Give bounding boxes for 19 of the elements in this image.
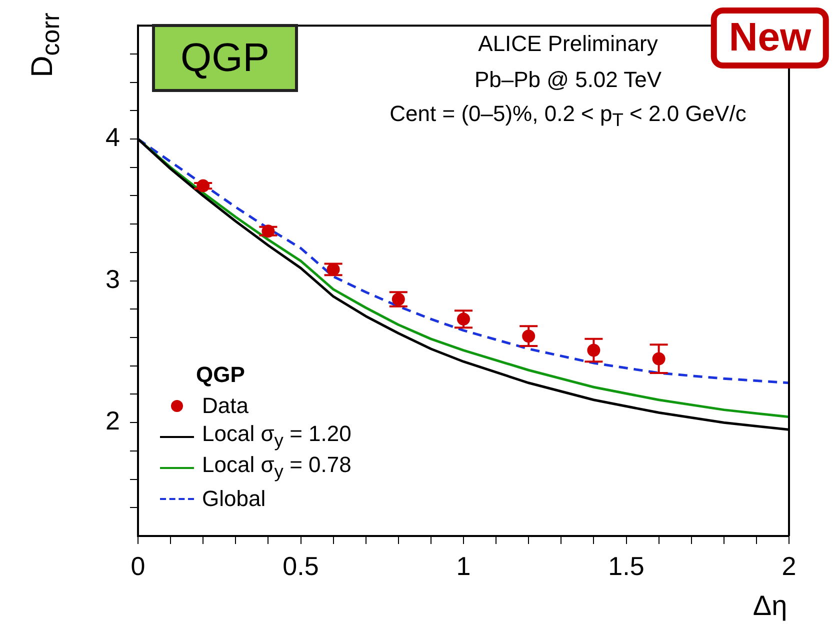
x-tick-label: 0 [130, 550, 146, 581]
y-tick-label: 4 [106, 122, 120, 152]
x-tick-label: 2 [782, 550, 796, 581]
annotation: ALICE Preliminary [478, 31, 658, 57]
x-tick-label: 1.5 [608, 550, 644, 581]
legend-label: Local σ$_{y}$ = 1.20 [202, 421, 352, 452]
legend-label: Local σ$_{y}$ = 0.78 [202, 452, 352, 483]
y-tick-label: 3 [106, 264, 120, 294]
x-axis-title: Δη [752, 590, 788, 622]
annotation: New [710, 8, 830, 68]
x-tick-label: 1 [456, 550, 471, 581]
x-tick-label: 0.5 [282, 550, 319, 581]
y-tick-label: 2 [106, 406, 120, 436]
annotation: QGP [152, 24, 298, 92]
legend-label: Data [202, 392, 248, 418]
annotation: Cent = (0–5)%, 0.2 < p$_{T}$ < 2.0 GeV/c [390, 100, 746, 132]
legend-label: Global [202, 486, 266, 512]
annotation: Pb–Pb @ 5.02 TeV [474, 67, 662, 93]
legend-title: QGP [196, 362, 246, 389]
